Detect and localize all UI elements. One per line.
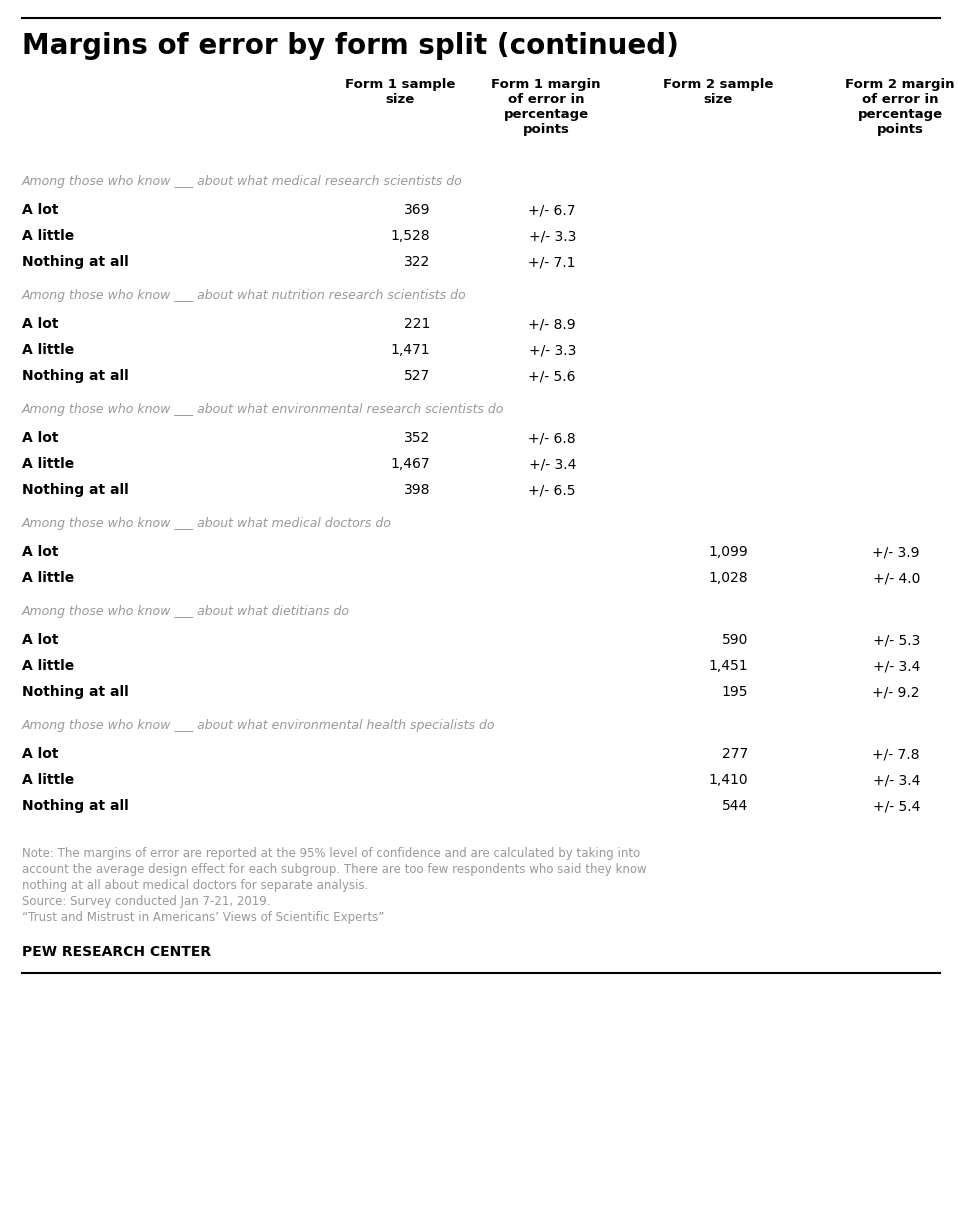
Text: Form 2 sample
size: Form 2 sample size (663, 78, 773, 106)
Text: “Trust and Mistrust in Americans’ Views of Scientific Experts”: “Trust and Mistrust in Americans’ Views … (22, 910, 384, 924)
Text: nothing at all about medical doctors for separate analysis.: nothing at all about medical doctors for… (22, 879, 369, 892)
Text: +/- 6.5: +/- 6.5 (529, 483, 576, 497)
Text: A little: A little (22, 659, 75, 673)
Text: 195: 195 (721, 685, 748, 699)
Text: A little: A little (22, 229, 75, 243)
Text: 221: 221 (403, 317, 430, 331)
Text: A lot: A lot (22, 317, 58, 331)
Text: Among those who know ___ about what dietitians do: Among those who know ___ about what diet… (22, 605, 350, 618)
Text: 1,451: 1,451 (708, 659, 748, 673)
Text: account the average design effect for each subgroup. There are too few responden: account the average design effect for ea… (22, 863, 647, 877)
Text: Among those who know ___ about what medical research scientists do: Among those who know ___ about what medi… (22, 175, 463, 188)
Text: +/- 8.9: +/- 8.9 (529, 317, 576, 331)
Text: 1,471: 1,471 (390, 344, 430, 357)
Text: Nothing at all: Nothing at all (22, 483, 128, 497)
Text: A little: A little (22, 773, 75, 787)
Text: 1,028: 1,028 (708, 571, 748, 585)
Text: 322: 322 (403, 255, 430, 270)
Text: +/- 5.6: +/- 5.6 (529, 369, 576, 382)
Text: +/- 7.8: +/- 7.8 (873, 747, 920, 761)
Text: 1,410: 1,410 (708, 773, 748, 787)
Text: 352: 352 (403, 431, 430, 446)
Text: Among those who know ___ about what nutrition research scientists do: Among those who know ___ about what nutr… (22, 289, 467, 302)
Text: +/- 3.3: +/- 3.3 (529, 229, 576, 243)
Text: +/- 7.1: +/- 7.1 (529, 255, 576, 270)
Text: Among those who know ___ about what environmental research scientists do: Among those who know ___ about what envi… (22, 403, 504, 416)
Text: +/- 3.4: +/- 3.4 (873, 773, 920, 787)
Text: Nothing at all: Nothing at all (22, 255, 128, 270)
Text: Form 1 sample
size: Form 1 sample size (345, 78, 455, 106)
Text: +/- 6.7: +/- 6.7 (529, 203, 576, 217)
Text: 277: 277 (721, 747, 748, 761)
Text: A lot: A lot (22, 431, 58, 446)
Text: +/- 5.4: +/- 5.4 (873, 799, 920, 813)
Text: 1,528: 1,528 (390, 229, 430, 243)
Text: A lot: A lot (22, 203, 58, 217)
Text: 1,099: 1,099 (708, 545, 748, 558)
Text: Form 1 margin
of error in
percentage
points: Form 1 margin of error in percentage poi… (491, 78, 601, 136)
Text: PEW RESEARCH CENTER: PEW RESEARCH CENTER (22, 944, 211, 959)
Text: +/- 5.3: +/- 5.3 (873, 632, 920, 647)
Text: Note: The margins of error are reported at the 95% level of confidence and are c: Note: The margins of error are reported … (22, 847, 640, 860)
Text: +/- 6.8: +/- 6.8 (529, 431, 576, 446)
Text: Among those who know ___ about what medical doctors do: Among those who know ___ about what medi… (22, 517, 392, 531)
Text: +/- 3.4: +/- 3.4 (873, 659, 920, 673)
Text: A lot: A lot (22, 545, 58, 558)
Text: 544: 544 (721, 799, 748, 813)
Text: A lot: A lot (22, 632, 58, 647)
Text: +/- 3.4: +/- 3.4 (529, 456, 576, 471)
Text: 590: 590 (721, 632, 748, 647)
Text: Nothing at all: Nothing at all (22, 799, 128, 813)
Text: 1,467: 1,467 (390, 456, 430, 471)
Text: 527: 527 (403, 369, 430, 382)
Text: A little: A little (22, 344, 75, 357)
Text: +/- 9.2: +/- 9.2 (873, 685, 920, 699)
Text: 398: 398 (403, 483, 430, 497)
Text: 369: 369 (403, 203, 430, 217)
Text: Source: Survey conducted Jan 7-21, 2019.: Source: Survey conducted Jan 7-21, 2019. (22, 895, 270, 908)
Text: Among those who know ___ about what environmental health specialists do: Among those who know ___ about what envi… (22, 719, 495, 732)
Text: +/- 4.0: +/- 4.0 (873, 571, 920, 585)
Text: A lot: A lot (22, 747, 58, 761)
Text: Nothing at all: Nothing at all (22, 369, 128, 382)
Text: A little: A little (22, 456, 75, 471)
Text: Margins of error by form split (continued): Margins of error by form split (continue… (22, 32, 679, 59)
Text: +/- 3.9: +/- 3.9 (873, 545, 920, 558)
Text: A little: A little (22, 571, 75, 585)
Text: +/- 3.3: +/- 3.3 (529, 344, 576, 357)
Text: Form 2 margin
of error in
percentage
points: Form 2 margin of error in percentage poi… (845, 78, 955, 136)
Text: Nothing at all: Nothing at all (22, 685, 128, 699)
